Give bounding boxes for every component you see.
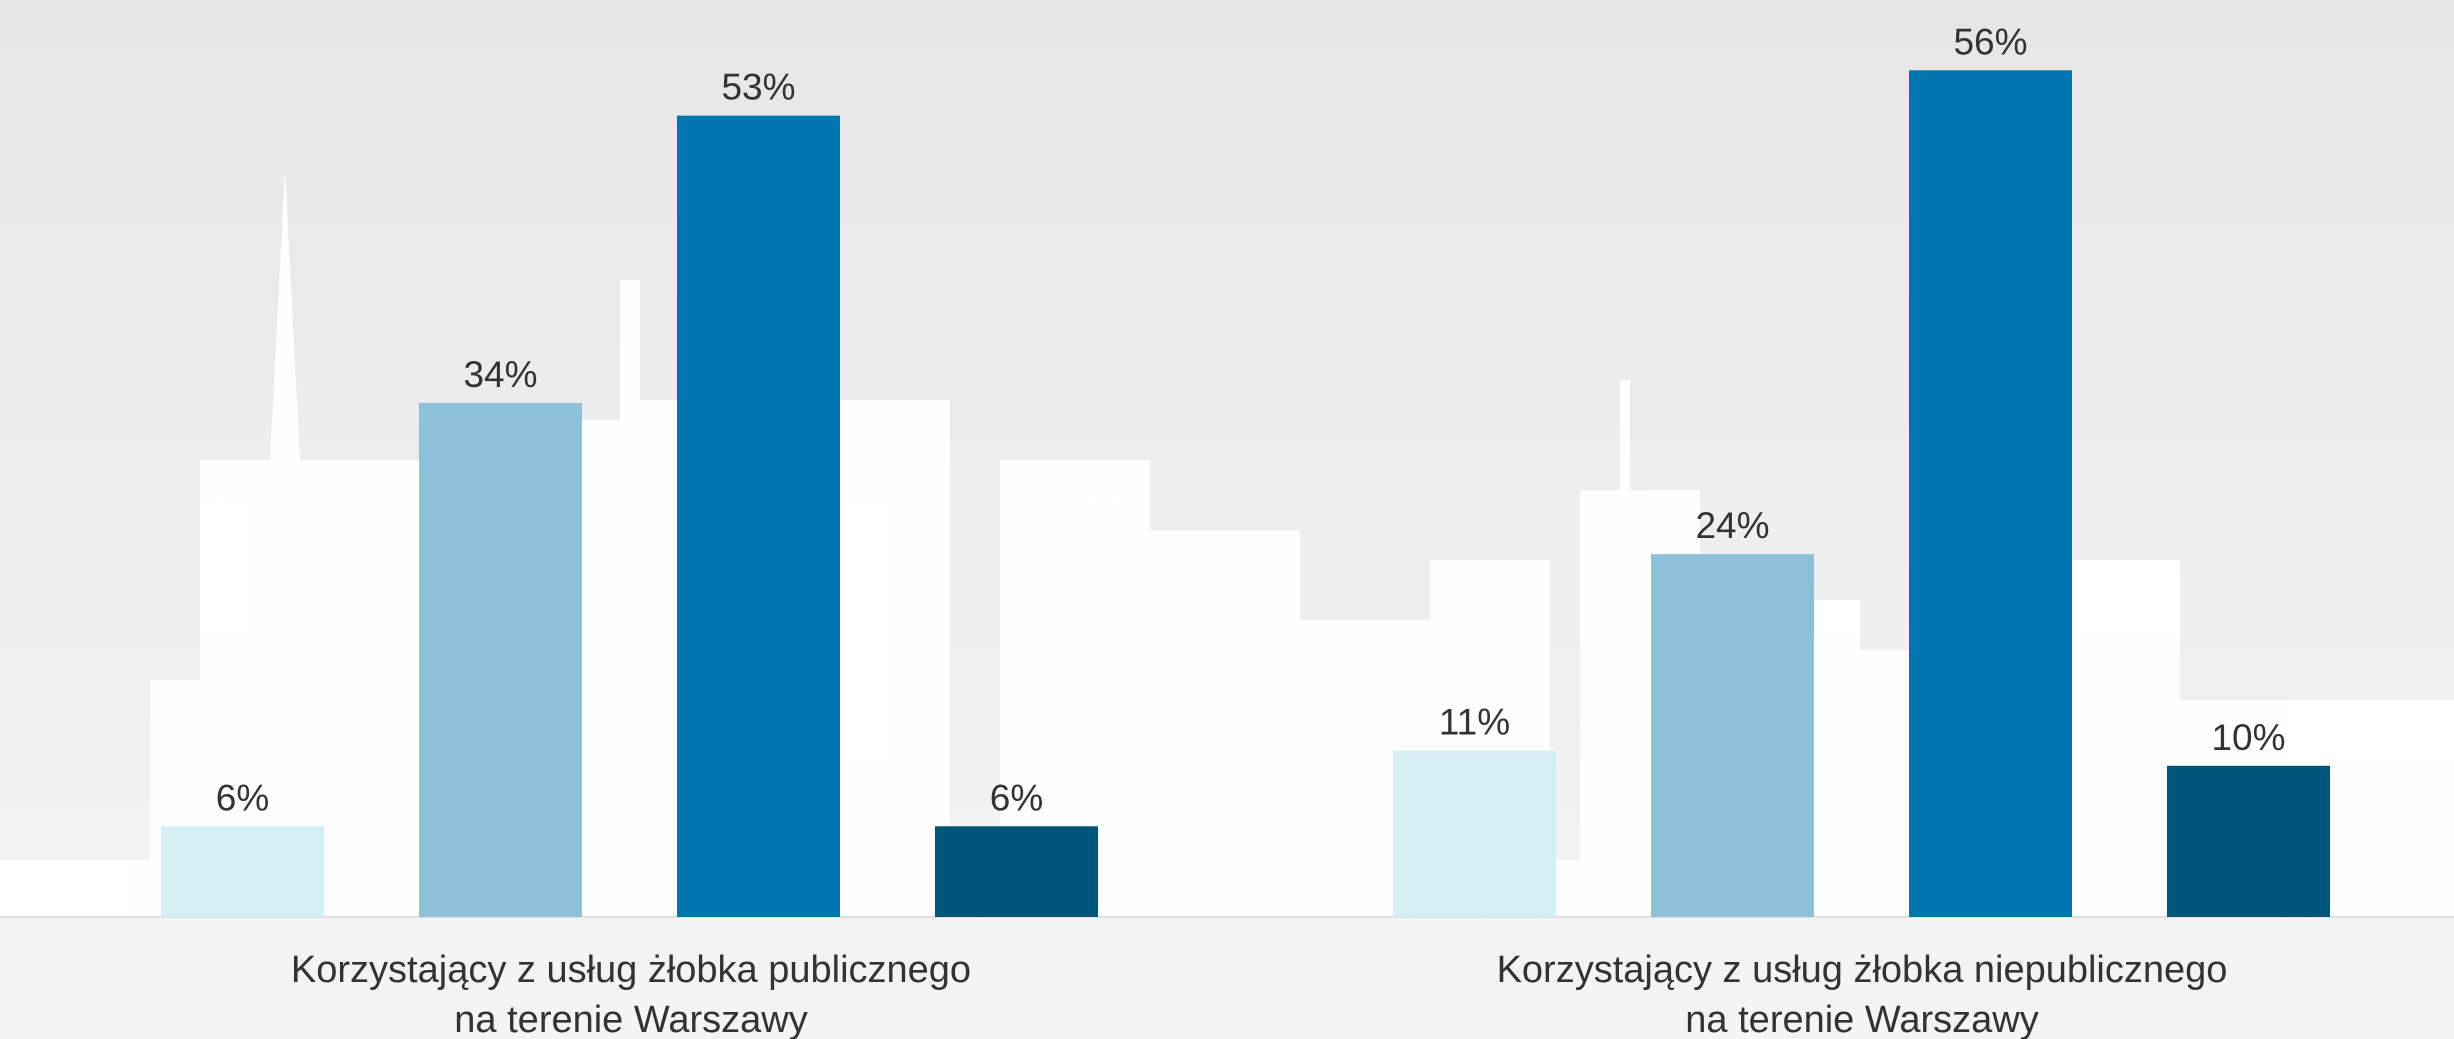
value-label: 56% <box>1953 21 2027 62</box>
bar <box>1651 554 1814 917</box>
category-label: Korzystający z usług żłobka niepubliczne… <box>1496 949 2228 1039</box>
bar <box>419 402 582 917</box>
bar <box>1909 70 2072 917</box>
value-label: 11% <box>1439 702 1510 743</box>
bar <box>677 115 840 917</box>
bar <box>935 826 1098 917</box>
bar <box>2167 765 2330 917</box>
value-label: 34% <box>463 354 537 395</box>
bar <box>161 826 324 917</box>
value-label: 6% <box>216 777 269 818</box>
value-label: 24% <box>1695 505 1769 546</box>
value-label: 10% <box>2211 717 2285 758</box>
skyline <box>0 170 2454 917</box>
category-label: Korzystający z usług żłobka publicznego … <box>290 949 972 1039</box>
value-label: 53% <box>721 67 795 108</box>
bar <box>1393 750 1556 917</box>
value-label: 6% <box>990 777 1043 818</box>
